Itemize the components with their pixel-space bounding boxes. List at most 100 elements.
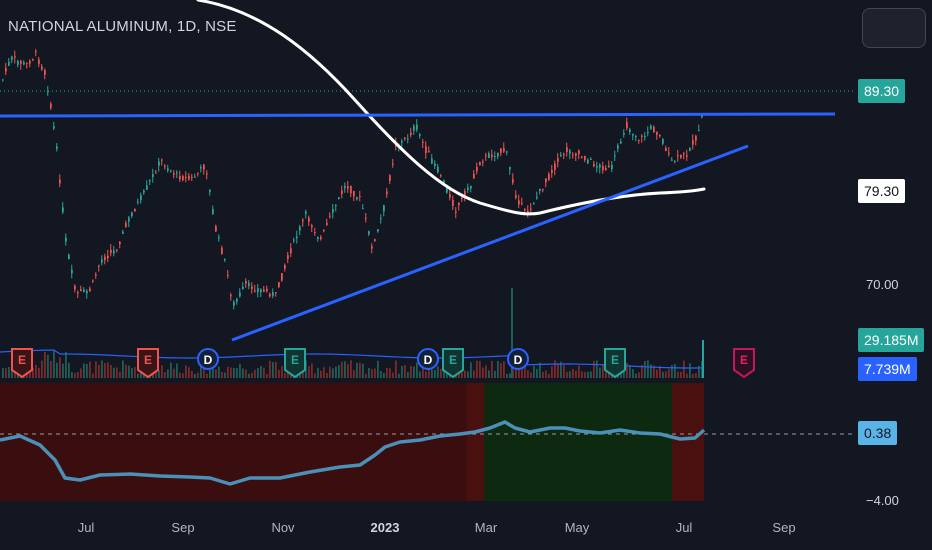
volume-bar (53, 350, 55, 378)
candle-body (215, 226, 217, 232)
candle-body (74, 285, 76, 290)
candle-body (548, 173, 550, 180)
volume-bar (224, 372, 226, 378)
candle-body (356, 197, 358, 200)
candle-body (572, 154, 574, 156)
candle-body (527, 210, 529, 214)
volume-bar (347, 364, 349, 378)
event-marker-label: E (740, 353, 748, 367)
dividend-marker-icon (197, 348, 219, 370)
candle-body (71, 269, 73, 274)
candle-body (542, 189, 544, 191)
candle-body (377, 229, 379, 232)
candle-body (461, 197, 463, 199)
volume-bar (104, 362, 106, 378)
volume-bar (566, 372, 568, 378)
candle-body (668, 152, 670, 154)
candle-body (152, 174, 154, 178)
chart-menu-button[interactable] (862, 8, 926, 48)
volume-bar (404, 365, 406, 378)
candle-body (344, 185, 346, 189)
candle-body (557, 158, 559, 162)
volume-bar (524, 363, 526, 378)
volume-bar (206, 373, 208, 378)
candle-body (98, 265, 100, 267)
volume-bar (164, 372, 166, 378)
candle-body (599, 164, 601, 168)
candle-body (476, 166, 478, 172)
volume-bar (125, 364, 127, 378)
volume-bar (476, 360, 478, 378)
volume-bar (242, 368, 244, 378)
volume-bar (62, 363, 64, 378)
candle-body (491, 154, 493, 158)
volume-bar (272, 362, 274, 378)
candle-body (467, 187, 469, 190)
volume-bars (2, 288, 704, 378)
volume-bar (89, 361, 91, 378)
volume-ma-tag: 7.739M (858, 357, 917, 381)
volume-bar (320, 370, 322, 378)
candle-body (188, 175, 190, 180)
volume-bar (107, 362, 109, 378)
volume-bar (230, 367, 232, 378)
volume-bar (641, 364, 643, 378)
candle-body (581, 156, 583, 158)
candle-body (134, 208, 136, 212)
volume-bar (56, 362, 58, 378)
candle-body (587, 159, 589, 164)
candle-body (485, 155, 487, 157)
volume-bar (638, 372, 640, 378)
candle-body (677, 155, 679, 157)
volume-bar (158, 370, 160, 378)
volume-bar (227, 366, 229, 378)
volume-bar (263, 367, 265, 378)
candle-body (626, 122, 628, 129)
volume-bar (473, 370, 475, 378)
earnings-marker-icon (137, 348, 159, 379)
candle-body (182, 176, 184, 181)
candle-body (683, 153, 685, 155)
candle-body (161, 159, 163, 161)
candle-body (422, 141, 424, 143)
volume-bar (323, 367, 325, 378)
candle-body (326, 222, 328, 225)
candle-body (218, 237, 220, 239)
candle-body (209, 189, 211, 192)
volume-bar (176, 363, 178, 378)
candle-body (521, 203, 523, 205)
volume-bar (218, 366, 220, 378)
candle-body (641, 135, 643, 137)
volume-bar (485, 365, 487, 378)
candle-body (272, 292, 274, 296)
volume-bar (383, 373, 385, 378)
volume-bar (185, 365, 187, 378)
volume-bar (521, 363, 523, 378)
earnings-marker-icon (733, 348, 755, 379)
candle-body (299, 226, 301, 231)
volume-bar (329, 366, 331, 378)
candle-body (251, 286, 253, 290)
candle-body (494, 156, 496, 158)
volume-bar (410, 366, 412, 378)
volume-bar (386, 367, 388, 378)
candle-body (50, 103, 52, 108)
event-marker-label: D (424, 353, 433, 367)
volume-bar (341, 361, 343, 378)
candle-body (632, 133, 634, 136)
volume-bar (416, 362, 418, 378)
volume-bar (5, 368, 7, 378)
volume-bar (665, 371, 667, 378)
candle-body (524, 209, 526, 211)
candle-body (680, 154, 682, 158)
volume-bar (143, 373, 145, 378)
volume-bar (215, 369, 217, 378)
volume-bar (425, 371, 427, 378)
candle-body (239, 292, 241, 297)
volume-bar (653, 365, 655, 378)
candle-body (5, 68, 7, 72)
candle-body (224, 259, 226, 261)
volume-bar (308, 366, 310, 378)
candle-body (392, 163, 394, 165)
